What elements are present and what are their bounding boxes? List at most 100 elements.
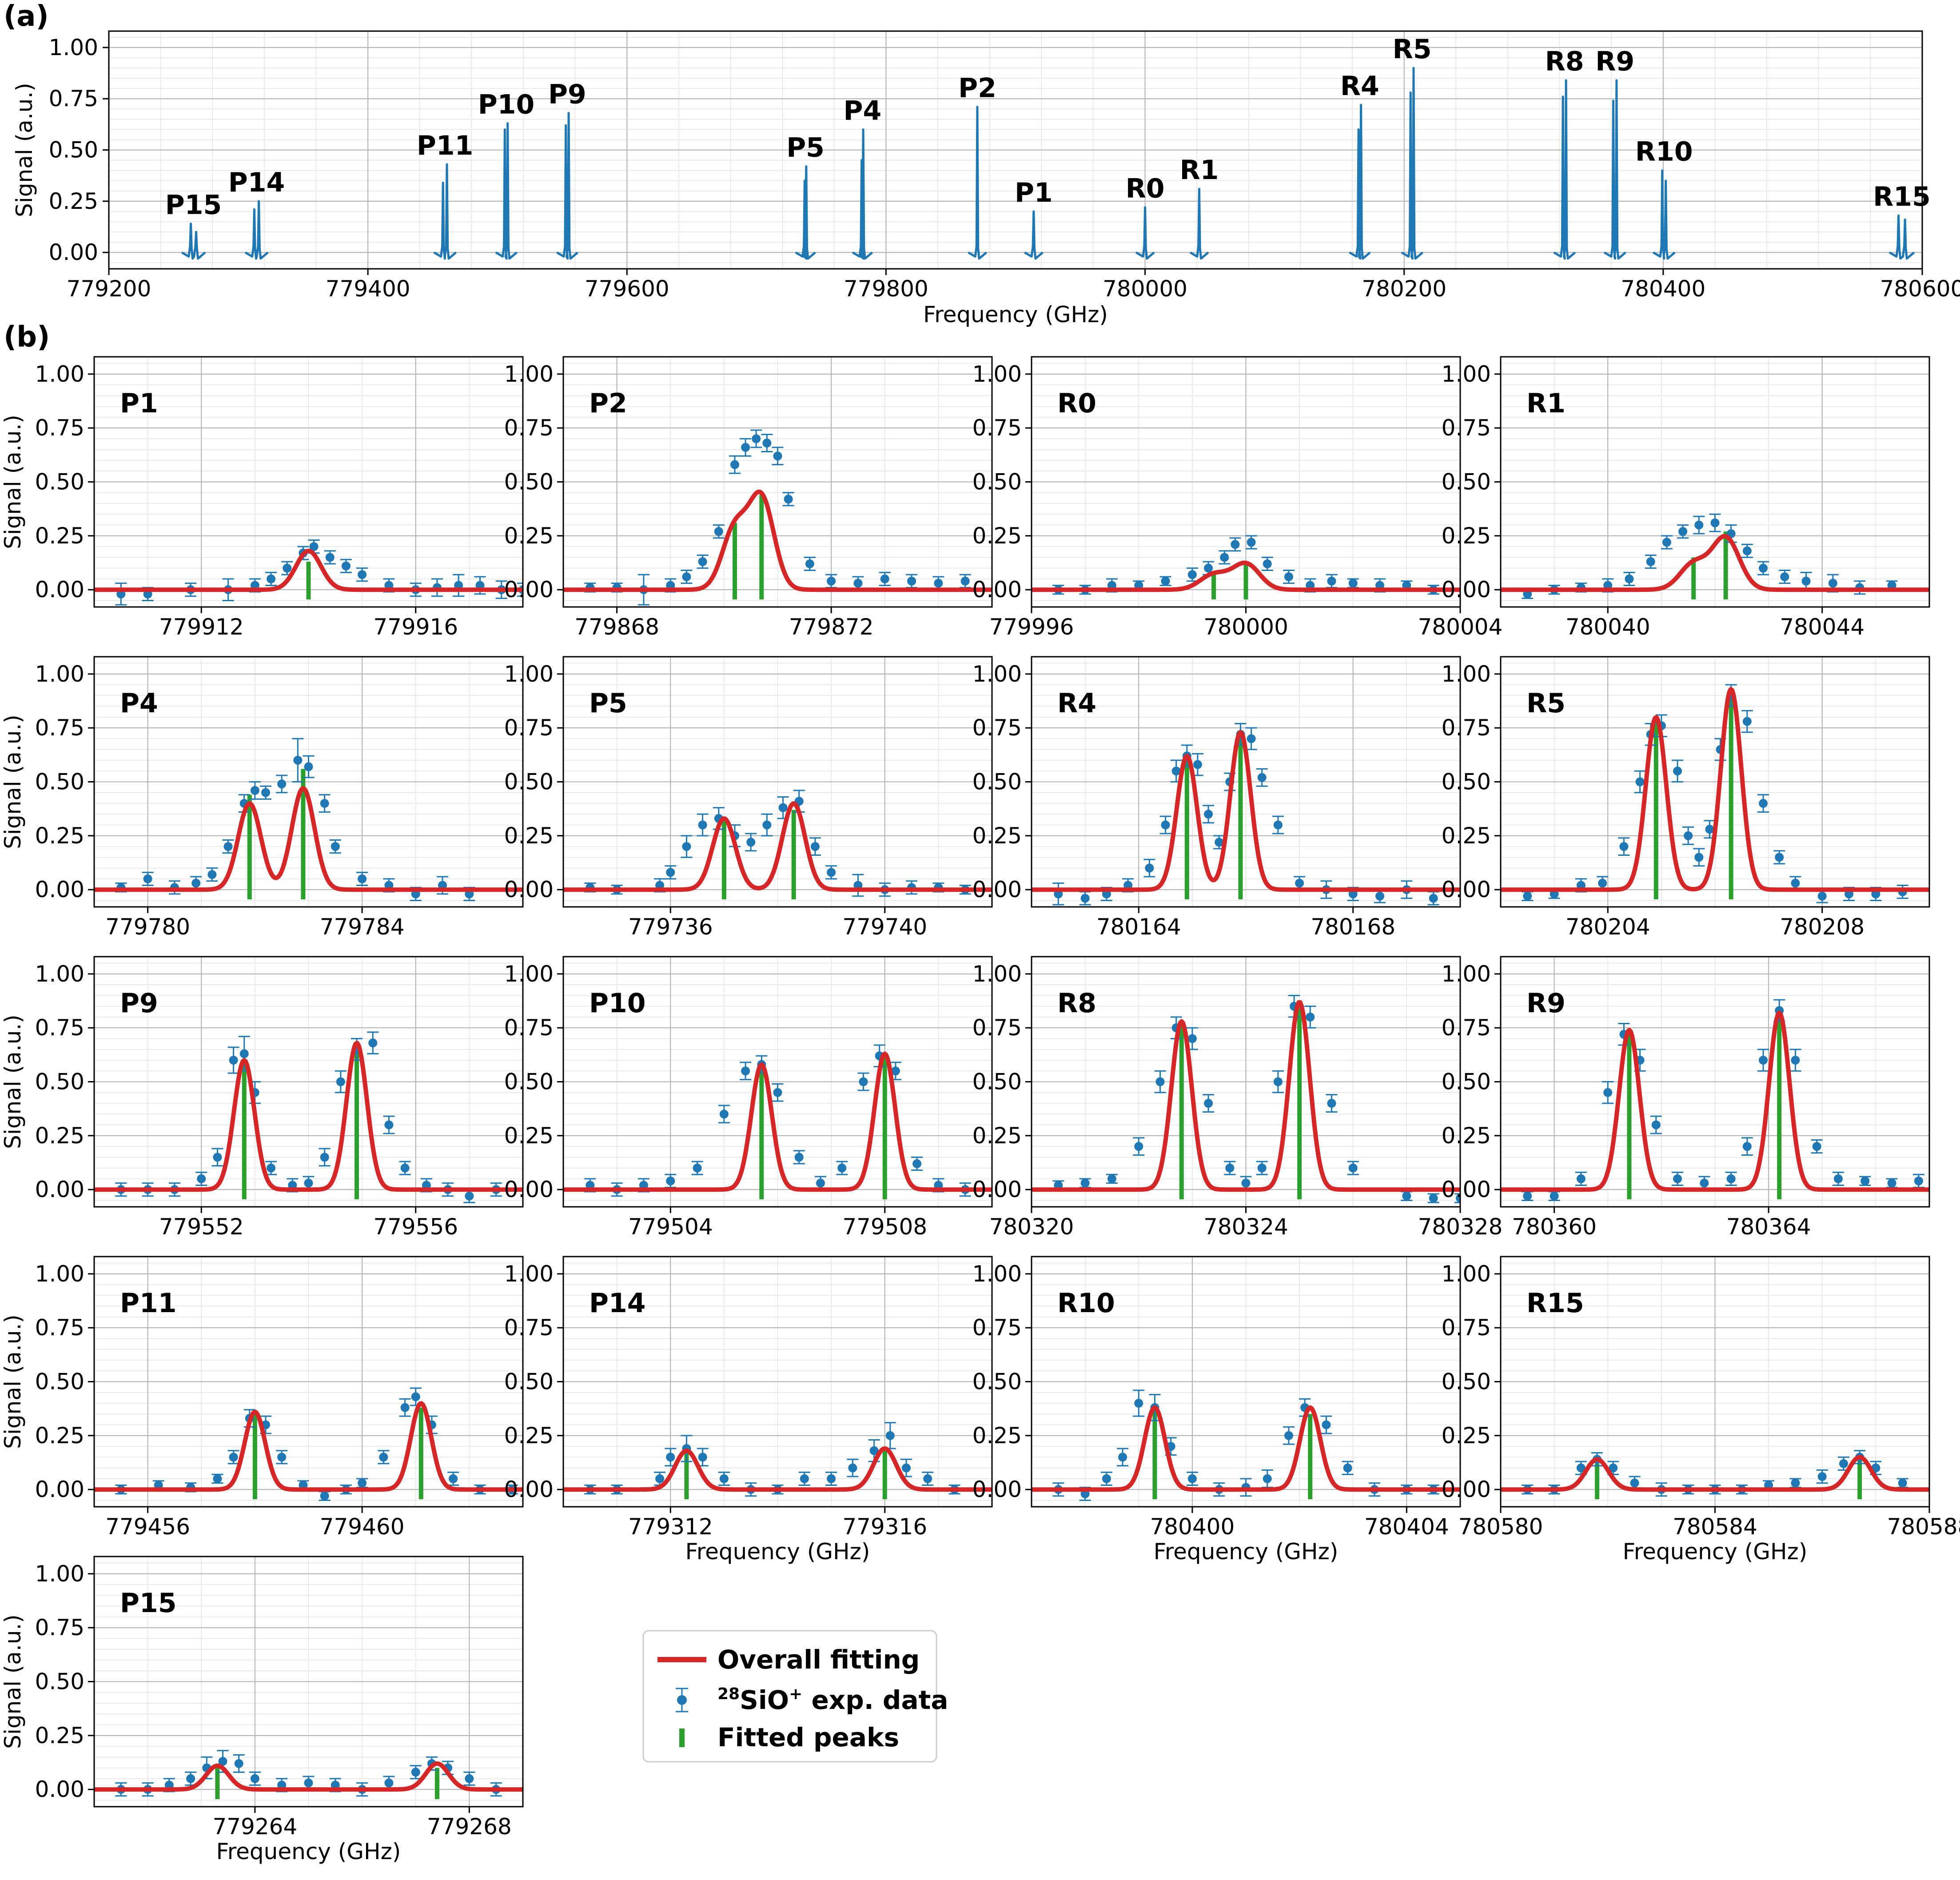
subplot-ylabel: Signal (a.u.)	[0, 415, 26, 549]
data-point	[1134, 1399, 1143, 1408]
data-point	[1220, 553, 1229, 562]
overall-fit-curve	[563, 1051, 992, 1192]
data-point	[1171, 766, 1181, 776]
subplot-ytick-label: 0.75	[35, 1015, 84, 1041]
data-point	[666, 868, 675, 877]
subplot-ytick-label: 0.25	[972, 523, 1022, 549]
subplot-ytick-label: 0.25	[972, 1123, 1022, 1149]
subplot-xtick-label: 780324	[1203, 1214, 1288, 1240]
data-point	[223, 842, 233, 851]
subplot-xlabel: Frequency (GHz)	[216, 1839, 401, 1864]
data-point	[714, 527, 723, 536]
subplot-ytick-label: 0.75	[35, 715, 84, 741]
subplot-xtick-label: 779316	[842, 1514, 927, 1540]
data-point	[891, 1066, 900, 1076]
subplot-ytick-label: 0.25	[35, 823, 84, 849]
data-point	[1630, 1478, 1639, 1488]
subplot-frame	[562, 656, 993, 908]
data-point	[1273, 820, 1283, 830]
data-point	[666, 1453, 675, 1462]
subplot-xtick-label: 779872	[789, 614, 874, 640]
subplot-label: P2	[589, 388, 627, 419]
overview-xtick-label: 779400	[326, 276, 410, 302]
overview-peak-label: R8	[1545, 46, 1584, 77]
data-point	[1914, 1176, 1923, 1185]
data-point	[1241, 1178, 1251, 1188]
subplot-ytick-label: 0.00	[35, 1477, 84, 1502]
subplot-ytick-label: 0.50	[1442, 1369, 1491, 1395]
overall-fit-curve	[94, 1401, 523, 1492]
subplot-xtick-label: 780044	[1780, 614, 1864, 640]
legend-frame	[642, 1630, 937, 1763]
legend-peaks-label: Fitted peaks	[717, 1722, 899, 1752]
overview-frame	[108, 30, 1923, 270]
subplot-label: R10	[1057, 1288, 1115, 1319]
data-point	[320, 799, 329, 808]
data-point	[331, 842, 340, 851]
data-point	[1204, 810, 1213, 819]
data-point	[1694, 520, 1704, 530]
subplot-xtick-label: 779508	[842, 1214, 927, 1240]
data-point	[719, 1110, 729, 1119]
data-point	[1662, 538, 1671, 547]
subplot-ytick-label: 1.00	[35, 361, 84, 387]
data-point	[1646, 557, 1655, 567]
data-point	[1187, 1474, 1197, 1483]
subplot-data-layer	[1032, 535, 1460, 600]
overview-peak-label: R5	[1393, 34, 1432, 65]
data-point	[880, 574, 889, 583]
subplot-ytick-label: 0.50	[1442, 769, 1491, 795]
overview-ytick-label: 0.50	[49, 137, 98, 163]
data-point	[1247, 734, 1256, 743]
data-point	[1700, 1178, 1709, 1188]
subplot-frame	[93, 1256, 524, 1508]
subplot-ytick-label: 0.00	[1442, 877, 1491, 902]
overview-peak-label: R10	[1635, 136, 1693, 168]
data-point	[465, 1774, 474, 1783]
subplot-xtick-label: 779916	[373, 614, 458, 640]
subplot-ytick-label: 0.00	[972, 577, 1022, 603]
data-point	[1860, 1176, 1870, 1185]
data-point	[784, 495, 793, 504]
overview-peak-label: R0	[1126, 173, 1165, 204]
data-point	[1673, 1174, 1682, 1183]
subplot-ytick-label: 0.75	[504, 1015, 554, 1041]
overall-fit-curve	[1032, 1000, 1460, 1192]
overview-xtick-label: 779200	[67, 276, 151, 302]
subplot-label: R5	[1526, 688, 1566, 719]
subplot-ytick-label: 1.00	[504, 961, 554, 987]
data-point	[1833, 1174, 1843, 1183]
subplot-p1: 779912 779916 0.00 0.25 0.50 0.75 1.00 Signal (…	[0, 356, 524, 640]
overview-ytick-label: 0.25	[49, 188, 98, 214]
data-point	[827, 576, 836, 586]
data-point	[250, 1774, 259, 1783]
subplot-data-layer	[563, 1044, 992, 1200]
data-point	[449, 1474, 458, 1483]
overview-peak-label: P2	[958, 73, 996, 104]
data-point	[1257, 1163, 1267, 1173]
subplot-xtick-label: 780168	[1311, 914, 1395, 940]
data-point	[267, 574, 276, 583]
data-point	[304, 1178, 313, 1188]
data-point	[379, 1453, 388, 1462]
data-point	[358, 874, 367, 883]
data-point	[693, 1163, 702, 1173]
subplot-xtick-label: 780400	[1150, 1514, 1235, 1540]
subplot-xtick-label: 780208	[1780, 914, 1864, 940]
subplot-xtick-label: 779740	[842, 914, 927, 940]
overview-xtick-label: 779800	[844, 276, 928, 302]
data-point	[741, 443, 750, 452]
subplot-ytick-label: 0.00	[972, 1477, 1022, 1502]
subplot-ytick-label: 0.75	[504, 415, 554, 441]
subplot-ytick-label: 0.00	[35, 1177, 84, 1202]
data-point	[358, 570, 367, 579]
subplot-data-layer	[94, 1031, 523, 1203]
data-point	[1619, 842, 1629, 851]
overview-xtick-label: 780000	[1103, 276, 1187, 302]
subplot-ylabel: Signal (a.u.)	[0, 1314, 26, 1449]
overview-spectrum-line	[181, 67, 1915, 260]
overview-xtick-label: 779600	[585, 276, 669, 302]
data-point	[411, 1768, 420, 1777]
data-point	[1247, 538, 1256, 547]
